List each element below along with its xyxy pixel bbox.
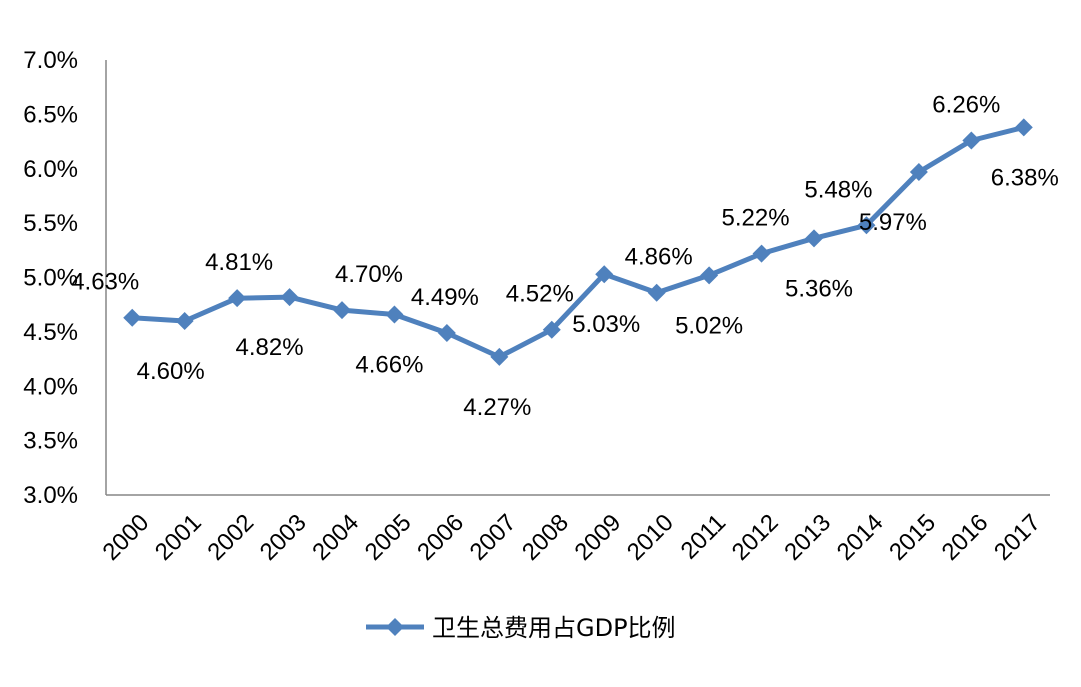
x-tick-label: 2003 <box>255 509 312 566</box>
data-point-marker <box>700 266 719 285</box>
data-point-marker <box>437 323 456 342</box>
x-tick-label: 2004 <box>307 509 364 566</box>
y-tick-label: 4.0% <box>23 373 78 400</box>
data-label: 4.60% <box>137 358 205 385</box>
x-tick-label: 2000 <box>97 509 154 566</box>
y-tick-label: 7.0% <box>23 47 78 74</box>
data-labels: 4.63% 4.60% 4.81% 4.82% 4.70% 4.66% 4.49% 4.27%… <box>71 91 1059 420</box>
data-label: 4.70% <box>335 261 403 288</box>
data-label: 5.97% <box>859 209 927 236</box>
data-label: 6.38% <box>991 164 1059 191</box>
data-point-marker <box>123 308 142 327</box>
data-point-marker <box>962 131 981 150</box>
data-point-marker <box>909 163 928 182</box>
data-label: 4.82% <box>236 334 304 361</box>
y-tick-label: 6.5% <box>23 101 78 128</box>
data-point-marker <box>490 347 509 366</box>
data-point-marker <box>542 320 561 339</box>
x-tick-label: 2016 <box>937 509 994 566</box>
data-point-marker <box>752 244 771 263</box>
x-tick-label: 2008 <box>517 509 574 566</box>
data-label: 4.86% <box>625 244 693 271</box>
x-tick-label: 2014 <box>832 509 889 566</box>
data-label: 4.27% <box>463 394 531 421</box>
y-tick-label: 4.5% <box>23 319 78 346</box>
x-tick-label: 2012 <box>727 509 784 566</box>
data-label: 5.03% <box>572 311 640 338</box>
data-point-marker <box>1014 118 1033 137</box>
data-label: 5.22% <box>722 205 790 232</box>
data-label: 4.52% <box>506 281 574 308</box>
data-label: 5.02% <box>675 312 743 339</box>
y-tick-label: 6.0% <box>23 156 78 183</box>
data-label: 5.48% <box>804 176 872 203</box>
x-tick-label: 2001 <box>150 509 207 566</box>
x-tick-label: 2013 <box>779 509 836 566</box>
data-point-marker <box>228 289 247 308</box>
x-tick-label: 2002 <box>202 509 259 566</box>
legend-marker <box>386 618 404 636</box>
data-point-marker <box>333 301 351 320</box>
x-tick-label: 2010 <box>622 509 679 566</box>
data-label: 4.63% <box>71 269 139 296</box>
y-tick-label: 5.0% <box>23 265 78 292</box>
legend: 卫生总费用占GDP比例 <box>366 614 676 642</box>
data-point-marker <box>385 305 404 324</box>
data-point-marker <box>280 288 299 307</box>
x-tick-label: 2009 <box>569 509 626 566</box>
data-point-marker <box>857 216 876 235</box>
data-label: 6.26% <box>932 91 1000 118</box>
data-label: 5.36% <box>785 275 853 302</box>
data-point-marker <box>595 265 614 284</box>
series-markers <box>123 118 1033 366</box>
data-label: 4.49% <box>411 284 479 311</box>
x-tick-label: 2015 <box>884 509 941 566</box>
y-tick-label: 3.0% <box>23 482 78 509</box>
x-tick-label: 2017 <box>989 509 1046 566</box>
x-tick-label: 2011 <box>676 509 732 565</box>
data-point-marker <box>805 229 823 248</box>
data-label: 4.66% <box>355 351 423 378</box>
y-tick-label: 5.5% <box>23 210 78 237</box>
data-point-marker <box>647 283 666 302</box>
data-point-marker <box>175 312 194 330</box>
y-tick-labels: 3.0% 3.5% 4.0% 4.5% 5.0% 5.5% 6.0% 6.5% 7.0% <box>23 47 78 509</box>
x-tick-label: 2007 <box>465 509 522 566</box>
data-label: 4.81% <box>205 249 273 276</box>
y-tick-label: 3.5% <box>23 428 78 455</box>
legend-label: 卫生总费用占GDP比例 <box>432 614 676 642</box>
x-tick-labels: 2000200120022003200420052006200720082009… <box>97 509 1045 566</box>
x-tick-label: 2005 <box>360 509 417 566</box>
x-tick-label: 2006 <box>412 509 469 566</box>
